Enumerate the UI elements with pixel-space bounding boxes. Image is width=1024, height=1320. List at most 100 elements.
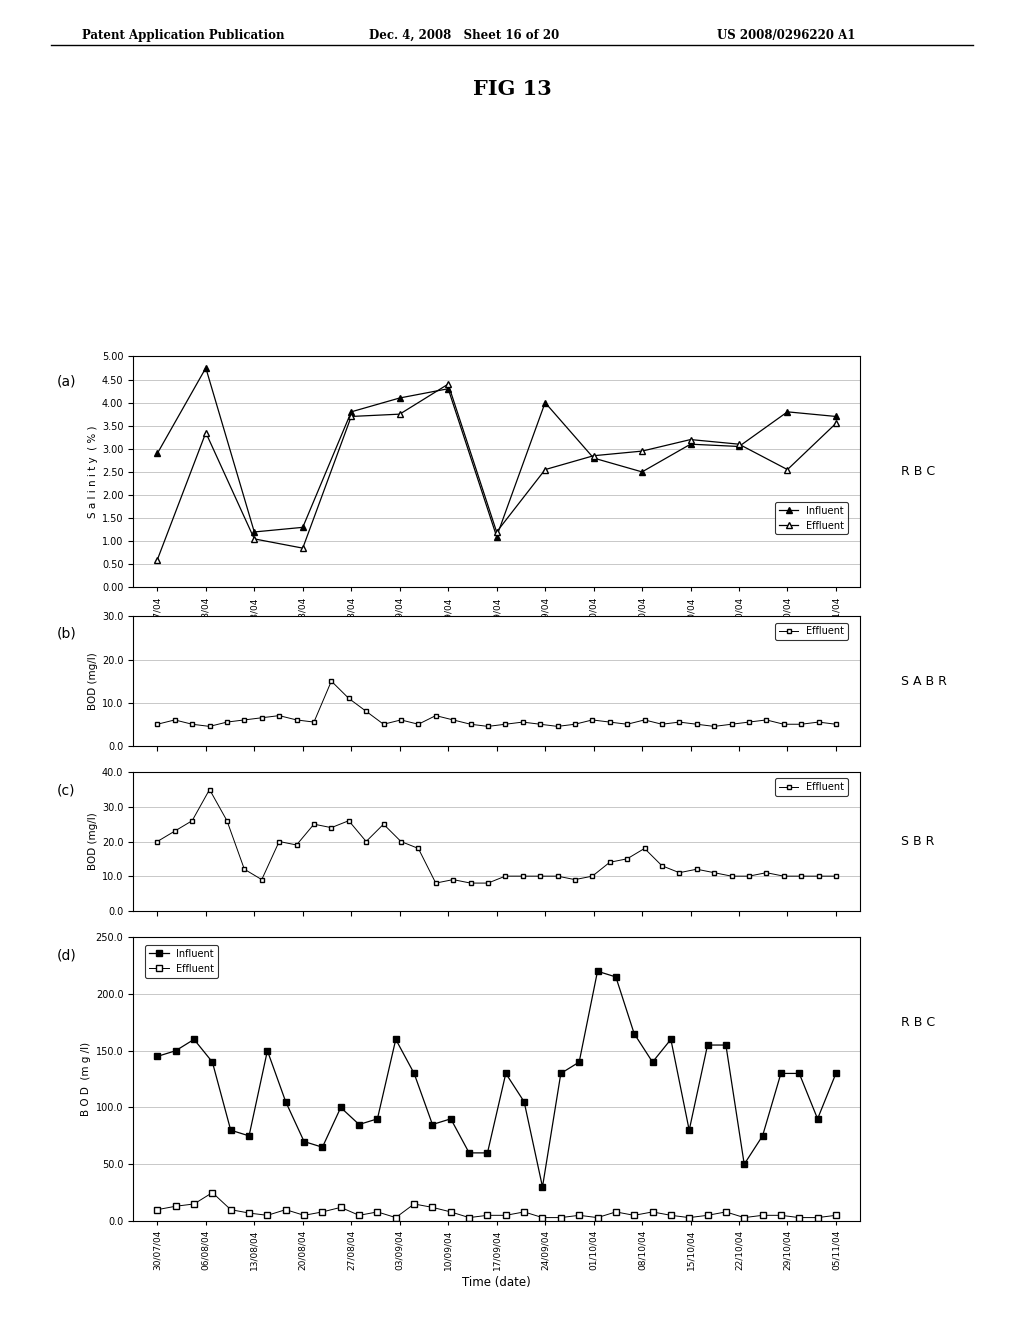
Effluent — [499, 869, 511, 884]
Effluent — [775, 1208, 787, 1224]
Text: Patent Application Publication: Patent Application Publication — [82, 29, 285, 42]
Influent — [298, 1134, 310, 1150]
Influent — [829, 408, 842, 424]
Effluent — [603, 714, 615, 730]
Influent — [757, 1127, 769, 1143]
Effluent — [708, 718, 720, 734]
Influent — [372, 1111, 384, 1127]
Effluent — [152, 1201, 164, 1217]
Influent — [152, 445, 164, 461]
Influent — [829, 1065, 842, 1081]
Effluent — [499, 717, 511, 733]
Influent — [206, 1055, 218, 1071]
Effluent — [794, 1209, 806, 1225]
Influent — [170, 1043, 182, 1059]
Influent — [280, 1094, 292, 1110]
Y-axis label: B O D  (m g /l): B O D (m g /l) — [82, 1041, 91, 1117]
Influent — [775, 1065, 787, 1081]
Effluent — [200, 425, 212, 441]
Effluent — [673, 714, 685, 730]
Text: US 2008/0296220 A1: US 2008/0296220 A1 — [717, 29, 855, 42]
Legend: Effluent: Effluent — [775, 779, 848, 796]
Effluent — [621, 717, 633, 733]
Effluent — [760, 865, 772, 880]
Effluent — [812, 714, 824, 730]
Effluent — [684, 432, 696, 447]
Influent — [636, 463, 648, 479]
Effluent — [482, 875, 495, 891]
Influent — [353, 1117, 366, 1133]
Effluent — [811, 1209, 823, 1225]
Effluent — [447, 871, 460, 887]
Influent — [152, 1048, 164, 1064]
Effluent — [204, 718, 216, 734]
Influent — [335, 1100, 347, 1115]
Line: Influent: Influent — [155, 969, 839, 1189]
Influent — [224, 1122, 237, 1138]
Effluent — [408, 1196, 420, 1212]
Influent — [518, 1094, 530, 1110]
Influent — [573, 1055, 586, 1071]
Effluent — [280, 1201, 292, 1217]
Effluent — [291, 837, 303, 853]
Effluent — [829, 416, 842, 432]
Effluent — [291, 711, 303, 727]
Influent — [261, 1043, 273, 1059]
Influent — [733, 438, 745, 454]
Effluent — [187, 1196, 200, 1212]
Effluent — [777, 869, 790, 884]
Effluent — [335, 1200, 347, 1216]
Influent — [811, 1111, 823, 1127]
Effluent — [426, 1200, 438, 1216]
Effluent — [308, 816, 321, 832]
Influent — [609, 969, 622, 985]
Influent — [738, 1156, 751, 1172]
Influent — [200, 360, 212, 376]
Effluent — [430, 708, 442, 723]
Influent — [490, 528, 503, 544]
Effluent — [463, 1209, 475, 1225]
Effluent — [224, 1201, 237, 1217]
Influent — [794, 1065, 806, 1081]
Effluent — [760, 711, 772, 727]
Effluent — [169, 711, 181, 727]
Effluent — [777, 717, 790, 733]
Legend: Influent, Effluent: Influent, Effluent — [145, 945, 218, 978]
Effluent — [186, 813, 199, 829]
Influent — [393, 391, 406, 407]
Influent — [481, 1144, 494, 1160]
Effluent — [609, 1204, 622, 1220]
Effluent — [795, 717, 807, 733]
Effluent — [248, 531, 260, 546]
Influent — [243, 1127, 255, 1143]
Effluent — [353, 1208, 366, 1224]
Effluent — [742, 869, 755, 884]
Effluent — [326, 820, 338, 836]
Influent — [408, 1065, 420, 1081]
Effluent — [638, 711, 650, 727]
Line: Effluent: Effluent — [155, 1189, 839, 1221]
Effluent — [720, 1204, 732, 1220]
Y-axis label: BOD (mg/l): BOD (mg/l) — [88, 813, 97, 870]
Effluent — [490, 524, 503, 540]
Effluent — [152, 834, 164, 850]
Effluent — [638, 841, 650, 857]
Effluent — [573, 1208, 586, 1224]
Effluent — [273, 708, 286, 723]
Effluent — [447, 711, 460, 727]
Line: Influent: Influent — [154, 364, 840, 540]
Effluent — [701, 1208, 714, 1224]
Effluent — [206, 1185, 218, 1201]
Effluent — [256, 871, 268, 887]
Influent — [444, 1111, 457, 1127]
Text: S A B R: S A B R — [901, 675, 947, 688]
Effluent — [169, 824, 181, 840]
Effluent — [308, 714, 321, 730]
Effluent — [636, 444, 648, 459]
Effluent — [261, 1208, 273, 1224]
Effluent — [586, 711, 598, 727]
Effluent — [555, 1209, 567, 1225]
Effluent — [395, 834, 408, 850]
Effluent — [393, 407, 406, 422]
Effluent — [539, 462, 551, 478]
